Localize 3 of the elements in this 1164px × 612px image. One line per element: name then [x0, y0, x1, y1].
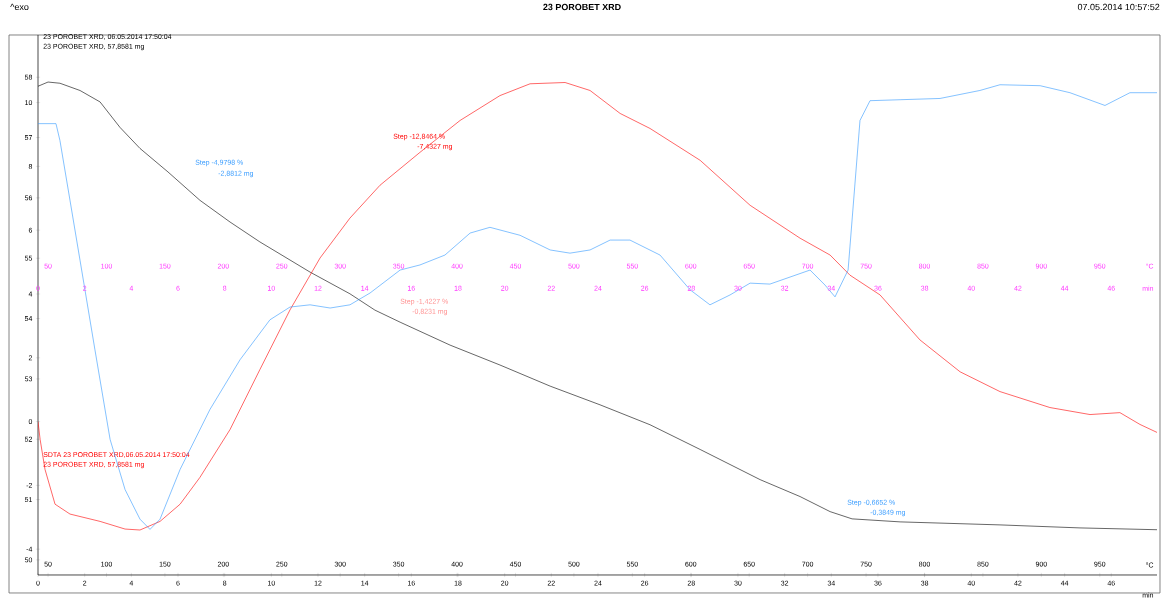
chart-title: 23 POROBET XRD	[543, 3, 621, 11]
text: 07.05.2014 10:57:52	[1077, 3, 1160, 11]
text: ^exo	[10, 3, 29, 11]
